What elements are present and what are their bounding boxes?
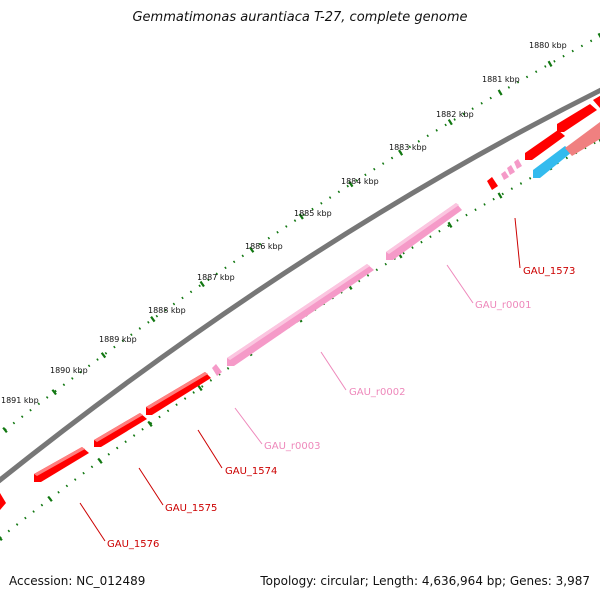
rrna-arrow-r0003[interactable]: [212, 364, 222, 376]
cds-arrow-1576[interactable]: [0, 493, 6, 510]
leader-line-1573: [514, 217, 521, 269]
scale-label-1882: 1882 kbp: [436, 110, 474, 119]
map-title: Gemmatimonas aurantiaca T-27, complete g…: [132, 10, 468, 25]
cds-arrow-1574a[interactable]: [94, 413, 147, 447]
feature-label-1574: GAU_1574: [225, 466, 277, 477]
outer-scale-dots: [4, 35, 600, 431]
inner-scale-tick: [47, 495, 53, 502]
rrna-arrow-r0001[interactable]: [386, 203, 462, 260]
scale-label-1881: 1881 kbp: [482, 75, 520, 84]
outer-scale-tick: [249, 246, 255, 253]
cds-arrow-upper-3[interactable]: [593, 93, 600, 108]
outer-scale-tick: [348, 181, 354, 188]
outer-scale-tick: [547, 60, 553, 67]
outer-scale-ticks: [2, 32, 600, 434]
inner-scale-ticks: [0, 136, 600, 542]
inner-scale-tick: [447, 221, 453, 229]
outer-scale-tick: [298, 213, 304, 220]
feature-label-r0001: GAU_r0001: [475, 300, 531, 311]
leader-line-r0003: [234, 407, 263, 445]
inner-scale-tick: [97, 457, 103, 464]
outer-scale-tick: [597, 32, 600, 39]
cds-arrow-salmon[interactable]: [565, 122, 600, 156]
leader-line-r0002: [320, 351, 347, 391]
accession-text: Accession: NC_012489: [9, 574, 146, 588]
feature-label-1576: GAU_1576: [107, 539, 159, 550]
small-rrna-arrows[interactable]: [501, 159, 522, 180]
scale-label-1889: 1889 kbp: [99, 335, 137, 344]
scale-label-1890: 1890 kbp: [50, 366, 88, 375]
cds-arrow-1573[interactable]: [487, 177, 498, 190]
scale-label-1883: 1883 kbp: [389, 143, 427, 152]
scale-label-1885: 1885 kbp: [294, 209, 332, 218]
outer-scale-tick: [51, 389, 57, 396]
leader-line-r0001: [446, 264, 474, 304]
feature-label-r0003: GAU_r0003: [264, 441, 320, 452]
outer-scale-tick: [199, 280, 205, 288]
feature-label-r0002: GAU_r0002: [349, 387, 405, 398]
leader-line-1574: [197, 429, 223, 469]
scale-label-1880: 1880 kbp: [529, 41, 567, 50]
cds-arrow-upper-2[interactable]: [557, 104, 597, 132]
outer-scale-tick: [2, 426, 8, 434]
inner-scale-dots: [0, 139, 600, 539]
trna-arrow-blue[interactable]: [533, 146, 572, 178]
outer-scale-tick: [100, 352, 107, 359]
scale-label-1888: 1888 kbp: [148, 306, 186, 315]
inner-scale-tick: [147, 420, 153, 427]
inner-scale-tick: [497, 192, 503, 199]
scale-label-1891: 1891 kbp: [1, 396, 39, 405]
inner-scale-tick: [0, 536, 3, 542]
outer-scale-tick: [447, 118, 453, 126]
leader-line-1575: [138, 467, 164, 506]
outer-scale-tick: [497, 89, 503, 96]
cds-arrow-1574b[interactable]: [146, 372, 211, 415]
outer-scale-tick: [398, 149, 404, 156]
genome-backbone: [0, 87, 600, 484]
leader-line-1576: [79, 502, 106, 542]
scale-label-1887: 1887 kbp: [197, 273, 235, 282]
scale-label-1886: 1886 kbp: [245, 242, 283, 251]
outer-scale-tick: [150, 316, 156, 323]
cds-arrow-upper-1[interactable]: [525, 130, 565, 160]
rrna-arrow-r0002[interactable]: [227, 264, 374, 366]
feature-label-1575: GAU_1575: [165, 503, 217, 514]
cds-arrow-1575[interactable]: [34, 447, 89, 482]
scale-label-1884: 1884 kbp: [341, 177, 379, 186]
feature-label-1573: GAU_1573: [523, 266, 575, 277]
inner-scale-tick: [197, 384, 203, 392]
genome-summary-text: Topology: circular; Length: 4,636,964 bp…: [260, 574, 590, 588]
